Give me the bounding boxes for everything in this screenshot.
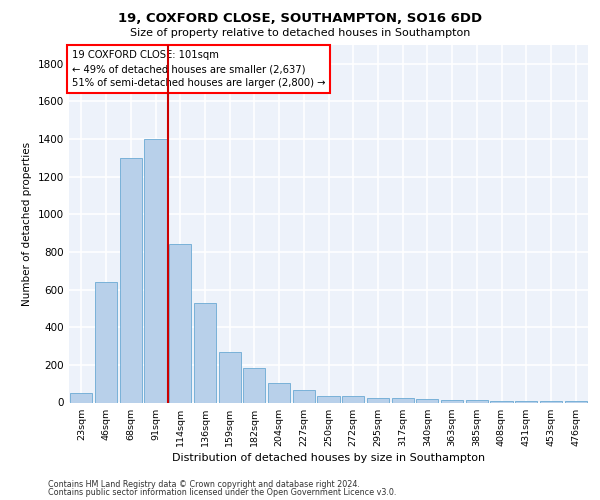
Bar <box>441 400 463 402</box>
Bar <box>293 390 315 402</box>
Bar <box>317 396 340 402</box>
Text: Contains public sector information licensed under the Open Government Licence v3: Contains public sector information licen… <box>48 488 397 497</box>
Bar <box>268 382 290 402</box>
X-axis label: Distribution of detached houses by size in Southampton: Distribution of detached houses by size … <box>172 453 485 463</box>
Bar <box>540 401 562 402</box>
Bar <box>145 139 167 402</box>
Bar <box>392 398 414 402</box>
Bar <box>218 352 241 403</box>
Text: 19 COXFORD CLOSE: 101sqm
← 49% of detached houses are smaller (2,637)
51% of sem: 19 COXFORD CLOSE: 101sqm ← 49% of detach… <box>71 50 325 88</box>
Text: 19, COXFORD CLOSE, SOUTHAMPTON, SO16 6DD: 19, COXFORD CLOSE, SOUTHAMPTON, SO16 6DD <box>118 12 482 26</box>
Bar <box>119 158 142 402</box>
Bar <box>95 282 117 403</box>
Bar <box>565 400 587 402</box>
Bar <box>169 244 191 402</box>
Bar <box>490 400 512 402</box>
Text: Contains HM Land Registry data © Crown copyright and database right 2024.: Contains HM Land Registry data © Crown c… <box>48 480 360 489</box>
Bar <box>70 393 92 402</box>
Bar <box>466 400 488 402</box>
Bar <box>243 368 265 402</box>
Bar <box>416 398 439 402</box>
Text: Size of property relative to detached houses in Southampton: Size of property relative to detached ho… <box>130 28 470 38</box>
Y-axis label: Number of detached properties: Number of detached properties <box>22 142 32 306</box>
Bar <box>342 396 364 402</box>
Bar <box>367 398 389 402</box>
Bar <box>515 401 538 402</box>
Bar <box>194 303 216 402</box>
